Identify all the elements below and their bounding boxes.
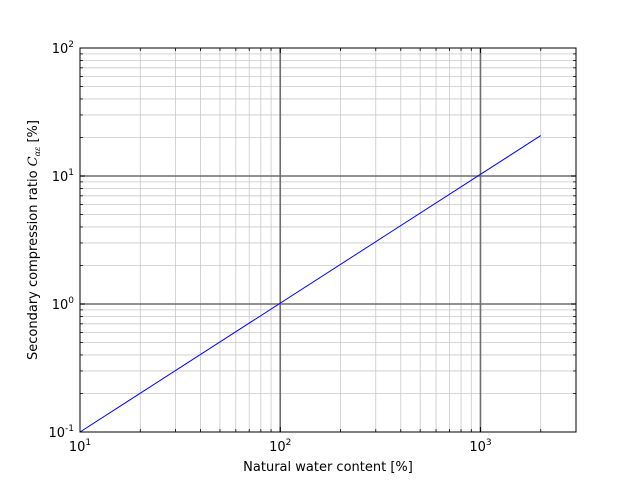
series-layer: [79, 135, 542, 433]
y-tick-label-exponent: 2: [68, 40, 74, 50]
x-tick-label-base: 10: [269, 440, 286, 455]
x-tick-label-exponent: 2: [286, 438, 292, 448]
y-tick-label-exponent: 0: [68, 296, 74, 306]
y-axis-label-suffix: [%]: [26, 120, 41, 147]
y-tick-label: 101: [52, 168, 74, 185]
x-tick-label-exponent: 1: [85, 438, 91, 448]
y-tick-label: 100: [52, 296, 75, 313]
axis-ticks: [79, 47, 577, 433]
y-tick-label-base: 10: [52, 42, 69, 57]
y-tick-label-exponent: -1: [65, 424, 74, 434]
plot-frame: [79, 47, 577, 433]
y-tick-label: 10-1: [48, 424, 74, 441]
y-tick-label-base: 10: [48, 426, 65, 441]
minor-grid: [80, 48, 577, 432]
y-tick-label-base: 10: [52, 298, 69, 313]
y-tick-label-base: 10: [52, 170, 69, 185]
x-tick-label: 102: [269, 438, 291, 455]
y-axis-label-prefix: Secondary compression ratio: [26, 166, 41, 360]
x-tick-label-exponent: 3: [486, 438, 492, 448]
x-tick-label: 101: [69, 438, 91, 455]
y-axis-label: Secondary compression ratio Cαε [%]: [26, 120, 42, 360]
y-tick-label: 102: [52, 40, 74, 57]
major-grid: [80, 48, 576, 432]
y-axis-label-subscript: αε: [33, 147, 42, 157]
y-axis-label-symbol: C: [26, 156, 41, 166]
x-tick-label: 103: [469, 438, 491, 455]
x-axis-label: Natural water content [%]: [243, 460, 413, 475]
series-line: [79, 135, 542, 433]
x-tick-label-base: 10: [69, 440, 86, 455]
x-tick-label-base: 10: [469, 440, 486, 455]
y-tick-label-exponent: 1: [68, 168, 74, 178]
